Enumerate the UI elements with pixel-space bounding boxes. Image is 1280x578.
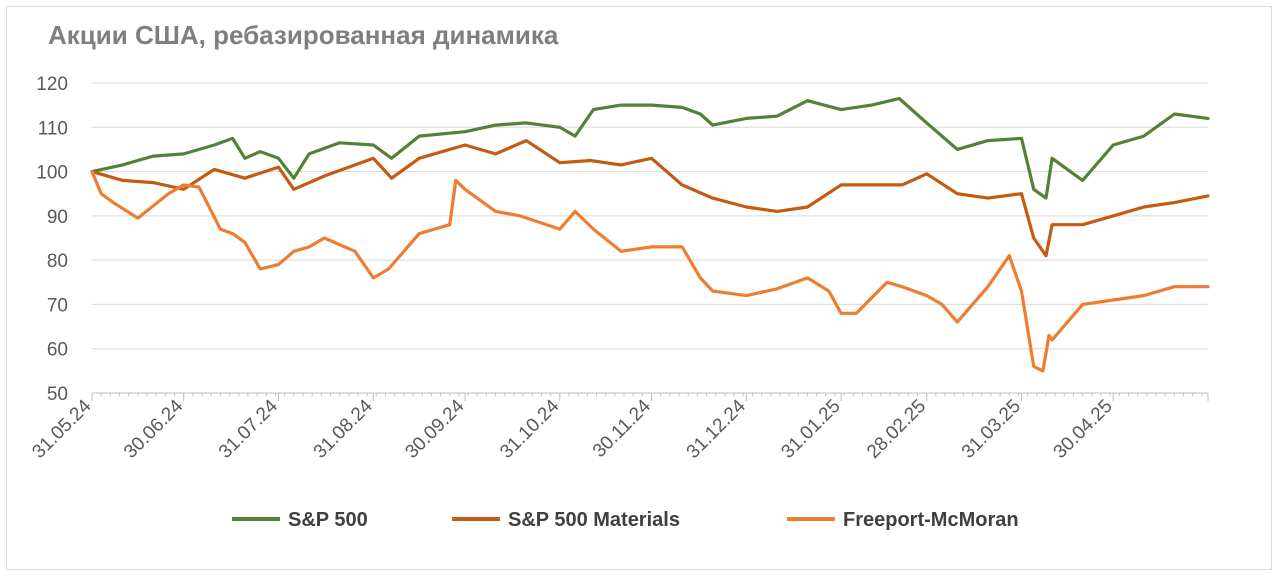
series-line-0	[90, 96, 1210, 200]
y-tick-label: 50	[47, 384, 68, 405]
chart-frame	[6, 6, 1272, 570]
chart-title: Акции США, ребазированная динамика	[48, 20, 559, 50]
x-tick-label: 31.12.24	[683, 395, 750, 462]
gridlines	[92, 82, 1208, 350]
x-tick-label: 28.02.25	[863, 396, 930, 463]
y-tick-label: 90	[47, 207, 68, 228]
x-tick-label: 31.10.24	[496, 395, 563, 462]
y-tick-label: 60	[47, 340, 68, 361]
legend-label: S&P 500 Materials	[508, 509, 680, 531]
series-lines	[90, 96, 1210, 373]
y-tick-label: 80	[47, 251, 68, 272]
x-tick-label: 30.11.24	[589, 395, 655, 461]
x-tick-label: 31.01.25	[777, 396, 844, 463]
legend-label: S&P 500	[288, 509, 368, 531]
x-tick-label: 30.09.24	[401, 395, 468, 462]
y-tick-label: 70	[47, 295, 68, 316]
x-tick-label: 31.03.25	[958, 396, 1025, 463]
series-line-2	[90, 170, 1210, 373]
legend: S&P 500 S&P 500 Materials Freeport-McMoran	[232, 509, 1019, 531]
x-tick-label: 31.05.24	[28, 395, 95, 462]
y-tick-label: 100	[36, 163, 68, 184]
axes: 50 60 70 80 90 100 110 120 31.05.24 30.06.24 31.07…	[28, 74, 1209, 463]
y-tick-label: 120	[36, 74, 68, 95]
y-tick-label: 110	[38, 118, 68, 139]
legend-label: Freeport-McMoran	[843, 509, 1019, 531]
x-tick-label: 31.07.24	[215, 395, 282, 462]
x-tick-label: 30.04.25	[1050, 396, 1117, 463]
x-tick-label: 31.08.24	[310, 395, 377, 462]
x-tick-label: 30.06.24	[120, 395, 187, 462]
series-line-1	[90, 139, 1210, 258]
